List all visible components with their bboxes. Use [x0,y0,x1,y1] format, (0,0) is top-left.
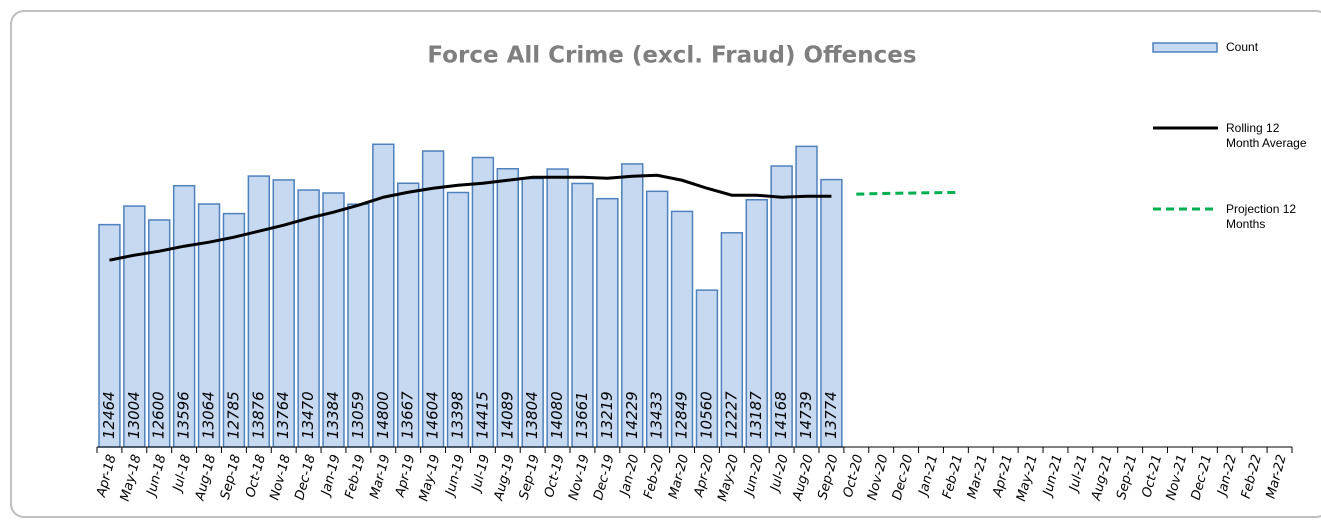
legend-label: Rolling 12 Month Average [1226,121,1307,150]
x-tick-label: Sep-18 [218,453,244,501]
x-tick-label: Sep-19 [517,453,543,501]
legend-label: Projection 12 Months [1226,202,1297,231]
value-label: 13661 [573,391,591,439]
x-tick-label: Oct-20 [841,453,867,499]
x-tick-label: Mar-22 [1264,453,1290,500]
x-tick-label: Oct-18 [243,453,269,499]
value-label: 13187 [747,391,765,439]
value-label: 12227 [722,391,740,439]
value-label: 10560 [697,391,715,439]
value-label: 13219 [598,391,616,439]
value-label: 14080 [548,391,566,439]
x-tick-label: May-21 [1014,453,1041,503]
x-tick-label: Sep-21 [1114,453,1140,501]
x-tick-label: Feb-19 [343,453,369,500]
value-label: 12849 [673,391,691,439]
x-tick-label: Oct-21 [1140,453,1166,499]
x-tick-label: May-18 [118,453,145,503]
x-tick-label: Dec-19 [591,453,617,502]
x-tick-label: Jan-22 [1214,453,1240,500]
x-tick-label: Jan-21 [915,453,941,500]
x-tick-label: Dec-20 [890,453,916,502]
x-tick-label: Nov-20 [865,453,892,502]
value-label: 14229 [623,391,641,439]
value-label: 14604 [424,391,442,439]
x-tick-label: Dec-18 [292,453,318,502]
x-tick-label: Feb-20 [641,453,667,500]
x-tick-label: Jun-19 [442,453,468,500]
x-tick-label: Jan-20 [617,453,643,500]
value-label: 13876 [249,391,267,439]
x-tick-label: Apr-21 [990,453,1016,499]
x-tick-label: Apr-18 [94,453,120,499]
value-label: 14168 [772,391,790,439]
x-tick-label: Nov-21 [1164,453,1191,502]
x-tick-label: Aug-21 [1089,453,1116,503]
x-tick-label: Jun-21 [1040,453,1066,500]
value-label: 14739 [797,391,815,439]
value-label: 13596 [175,391,193,439]
x-tick-label: Oct-19 [542,453,568,499]
value-label: 13774 [822,391,840,439]
value-label: 12464 [100,391,118,439]
x-tick-label: Jun-18 [143,453,169,500]
value-label: 13384 [324,391,342,439]
legend-swatch [1152,42,1218,53]
value-label: 13764 [274,391,292,439]
x-tick-label: Feb-22 [1239,453,1265,500]
value-label: 13470 [299,391,317,439]
value-label: 14089 [498,391,516,439]
x-tick-label: Jul-18 [170,453,195,495]
legend-label: Count [1226,40,1259,54]
x-tick-label: Mar-19 [367,453,393,500]
x-tick-label: Apr-19 [393,453,419,499]
x-tick-label: Jul-20 [767,453,792,495]
line [856,190,956,196]
chart-title: Force All Crime (excl. Fraud) Offences [427,43,916,69]
x-tick-label: Feb-21 [940,453,966,500]
x-tick-label: Aug-20 [790,453,817,503]
x-tick-label: May-20 [715,453,742,503]
x-tick-label: Jul-19 [468,453,493,495]
x-tick-label: Aug-19 [491,453,518,503]
x-tick-label: Jun-20 [741,453,767,500]
x-tick-label: Mar-21 [965,453,991,500]
x-tick-label: Aug-18 [192,453,219,503]
value-label: 13804 [523,391,541,439]
value-label: 13667 [399,391,417,439]
x-tick-label: Jul-21 [1066,453,1091,495]
x-tick-label: Nov-19 [566,453,593,502]
value-label: 14415 [473,391,491,439]
value-label: 13398 [448,391,466,439]
value-label: 13004 [125,391,143,439]
value-label: 13064 [200,391,218,439]
x-tick-label: Sep-20 [815,453,841,501]
x-tick-label: Apr-20 [691,453,717,499]
x-tick-label: Nov-18 [267,453,294,502]
value-label: 12785 [224,391,242,439]
chart-frame [10,10,1321,518]
value-label: 14800 [374,391,392,439]
value-label: 13433 [648,391,666,439]
x-tick-label: Dec-21 [1189,453,1215,502]
x-tick-label: Jan-19 [318,453,344,500]
x-tick-label: Mar-20 [666,453,692,500]
x-tick-label: May-19 [417,453,444,503]
value-label: 12600 [150,391,168,439]
value-label: 13059 [349,391,367,439]
line [109,173,832,262]
